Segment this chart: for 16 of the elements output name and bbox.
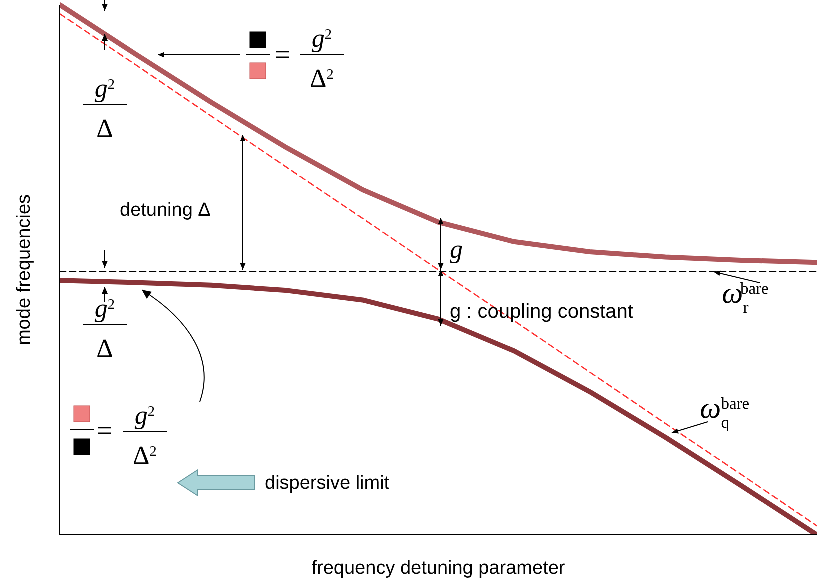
- annotation: g: [450, 235, 463, 264]
- annotation: =: [275, 40, 291, 71]
- y-axis-title: mode frequencies: [14, 194, 35, 346]
- annotation: dispersive limit: [265, 473, 390, 494]
- annotation: Δ$^{2}$: [310, 64, 334, 93]
- annotation: detuning Δ: [120, 200, 212, 221]
- annotation: g$^{2}$: [94, 294, 116, 323]
- annotation: Δ: [96, 114, 114, 143]
- annotation: =: [97, 416, 113, 447]
- annotation: Δ: [96, 334, 114, 363]
- annotation: Δ$^{2}$: [133, 441, 157, 470]
- annotation: g$^{2}$: [134, 401, 156, 430]
- x-axis-title: frequency detuning parameter: [312, 558, 566, 579]
- annotation: g$^{2}$: [312, 24, 332, 53]
- annotation: g$^{2}$: [94, 74, 116, 103]
- annotation: g : coupling constant: [450, 301, 634, 323]
